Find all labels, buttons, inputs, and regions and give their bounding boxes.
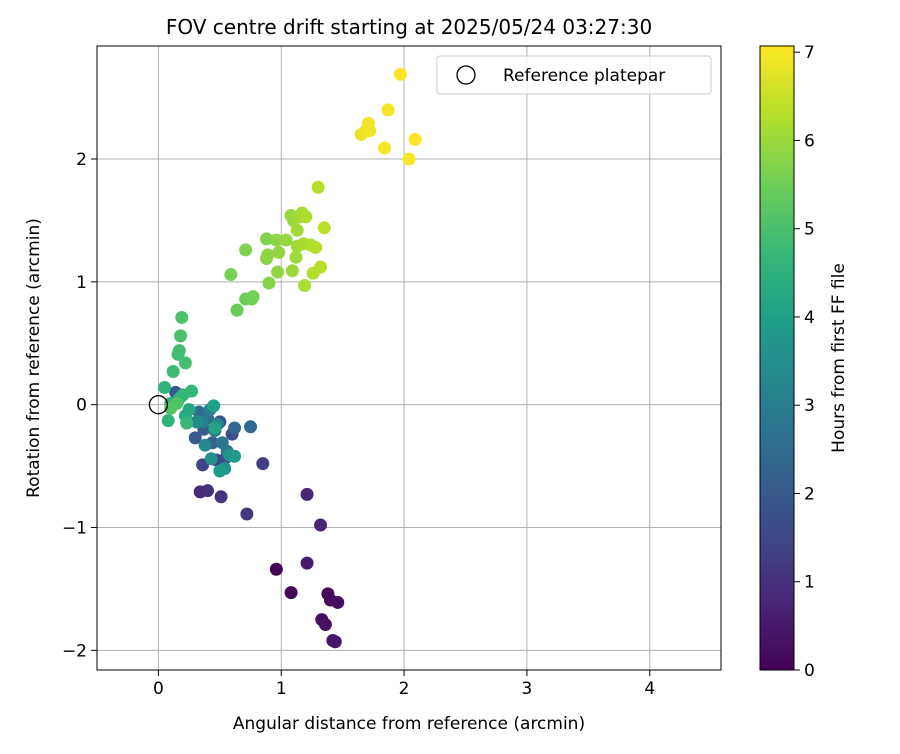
data-point (224, 267, 238, 281)
legend-marker-icon (456, 65, 476, 85)
data-point (269, 562, 283, 576)
data-point (299, 210, 313, 224)
data-point (188, 431, 202, 445)
data-point (166, 365, 180, 379)
x-axis-label: Angular distance from reference (arcmin) (233, 714, 585, 734)
data-point (240, 507, 254, 521)
x-tick-label: 3 (522, 679, 533, 699)
colorbar-tick-label: 1 (804, 573, 815, 593)
colorbar: 0 1 2 3 4 5 6 7 Hours from first FF file (759, 43, 849, 681)
data-point (314, 260, 328, 274)
colorbar-tick-label: 0 (804, 661, 815, 681)
data-point (363, 124, 377, 138)
data-point (300, 556, 314, 570)
data-point (161, 414, 175, 428)
data-point (213, 464, 227, 478)
data-point (269, 233, 283, 247)
data-point (204, 452, 218, 466)
data-point (318, 618, 332, 632)
data-point (402, 152, 416, 166)
data-point (185, 384, 199, 398)
data-point (317, 221, 331, 235)
colorbar-ticks: 0 1 2 3 4 5 6 7 (794, 43, 815, 681)
data-point (158, 380, 172, 394)
x-tick-label: 2 (399, 679, 410, 699)
data-point (285, 264, 299, 278)
data-point (377, 141, 391, 155)
data-point (189, 415, 203, 429)
data-point (393, 67, 407, 81)
legend-box (436, 55, 712, 95)
data-point (311, 180, 325, 194)
plot-area (97, 46, 721, 670)
colorbar-gradient (760, 46, 794, 670)
y-tick-label: 0 (76, 396, 87, 416)
data-point (260, 232, 274, 246)
data-point (198, 438, 212, 452)
y-tick-label: −2 (62, 641, 87, 661)
reference-point (148, 395, 169, 415)
data-point (228, 449, 242, 463)
colorbar-frame (759, 45, 795, 671)
colorbar-label: Hours from first FF file (829, 263, 849, 453)
y-tick-label: 2 (76, 150, 87, 170)
colorbar-tick-label: 2 (804, 484, 815, 504)
chart-title: FOV centre drift starting at 2025/05/24 … (166, 15, 652, 39)
plot-frame (96, 45, 722, 671)
data-point (408, 132, 422, 146)
colorbar-tick-label: 3 (804, 396, 815, 416)
data-point (272, 245, 286, 259)
data-point (290, 223, 304, 237)
x-axis-ticks: 0 1 2 3 4 (153, 670, 655, 699)
data-point (214, 490, 228, 504)
data-point (201, 484, 215, 498)
data-points (158, 67, 422, 649)
x-tick-label: 1 (276, 679, 287, 699)
data-point (172, 344, 186, 358)
data-point (175, 310, 189, 324)
data-point (331, 595, 345, 609)
data-point (284, 586, 298, 600)
colorbar-tick-label: 5 (804, 220, 815, 240)
data-point (180, 416, 194, 430)
x-tick-label: 4 (644, 679, 655, 699)
x-tick-label: 0 (153, 679, 164, 699)
y-axis-label: Rotation from reference (arcmin) (24, 218, 44, 498)
data-point (178, 356, 192, 370)
data-point (289, 250, 303, 264)
y-tick-label: −1 (62, 519, 87, 539)
data-point (262, 276, 276, 290)
data-point (174, 329, 188, 343)
data-point (314, 518, 328, 532)
data-point (239, 243, 253, 257)
data-point (309, 240, 323, 254)
data-point (381, 103, 395, 117)
data-point (244, 420, 258, 434)
data-point (298, 279, 312, 293)
legend-label: Reference platepar (503, 66, 665, 86)
data-point (328, 635, 342, 649)
data-point (207, 399, 221, 413)
data-point (279, 233, 293, 247)
y-axis-ticks: −2 −1 0 1 2 (62, 150, 97, 661)
data-point (246, 290, 260, 304)
data-point (256, 457, 270, 471)
data-point (230, 303, 244, 317)
data-point (228, 421, 242, 435)
data-point (208, 421, 222, 435)
colorbar-tick-label: 7 (804, 43, 815, 63)
y-tick-label: 1 (76, 273, 87, 293)
colorbar-tick-label: 4 (804, 308, 815, 328)
data-point (271, 265, 285, 279)
colorbar-tick-label: 6 (804, 131, 815, 151)
data-point (300, 487, 314, 501)
reference-marker (148, 395, 169, 415)
legend: Reference platepar (436, 55, 712, 95)
data-point (261, 248, 275, 262)
